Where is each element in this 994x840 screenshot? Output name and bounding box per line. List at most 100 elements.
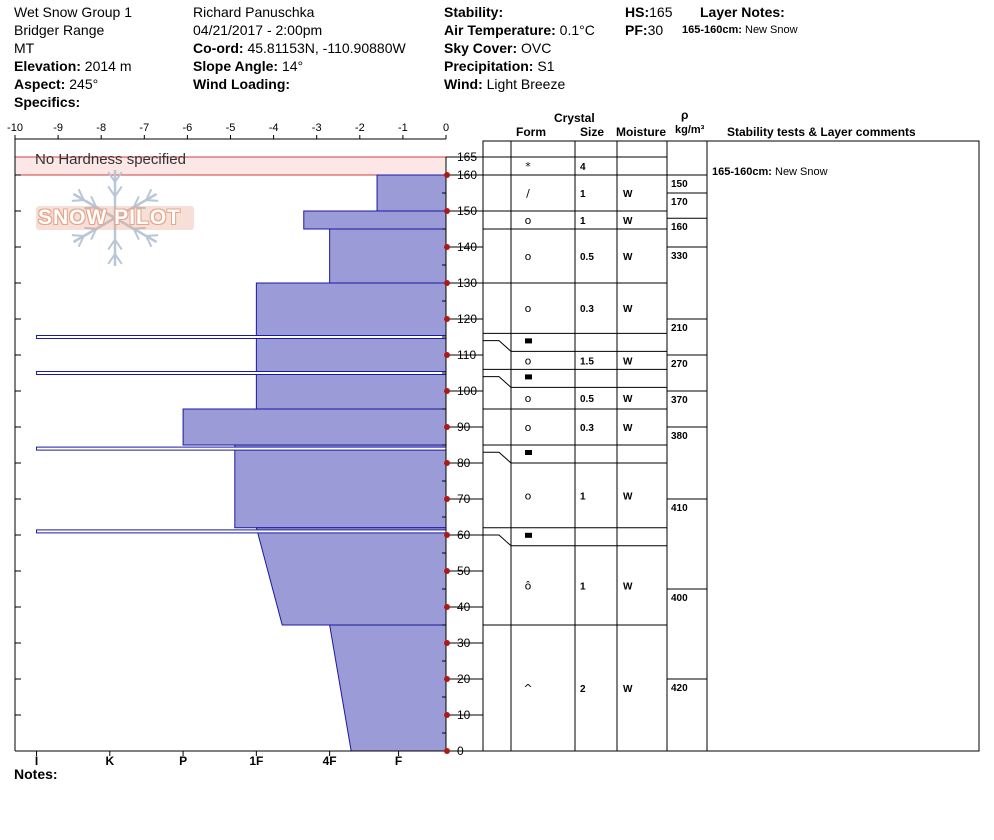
layer-size: 1 [580,216,586,227]
layer-comment: 165-160cm: New Snow [712,166,828,178]
layer-comment-text: New Snow [775,166,828,178]
hardness-tick-label: I [35,754,38,768]
thin-layer-3 [36,529,447,534]
aspect-value: 245° [69,76,99,92]
force-tick-label: -8 [96,122,106,134]
density-value: 400 [671,593,688,604]
hardness-layer-0 [376,174,447,212]
hardness-layer-4 [182,408,447,446]
hardness-tick-label: P [179,754,187,768]
coord-value: 45.81153N, -110.90880W [247,40,406,56]
sky-value: OVC [521,40,552,56]
layer-connector [483,534,512,547]
layer-size: 1 [580,491,586,502]
snowflake-branch [84,206,97,210]
depth-tick-label: 165 [457,150,477,164]
slope-angle: Slope Angle: 14° [193,58,303,74]
snowflake-branch [114,185,123,197]
layer-moisture: W [623,304,633,315]
snowflake-arm [72,216,116,244]
layer-form-symbol: o [525,214,532,227]
snowflake-branch [71,199,84,202]
depth-marker [444,604,450,610]
depth-tick-label: 60 [457,528,471,542]
hardness-layer-3 [255,282,447,410]
snowflake-arm [114,216,158,244]
force-tick-label: -1 [398,122,408,134]
thin-layer-line [36,371,447,375]
precip-value: S1 [537,58,555,74]
layer-moisture: W [623,581,633,592]
layer-connector [483,340,512,352]
depth-marker [444,532,450,538]
specifics-label: Specifics: [14,94,81,110]
layer-row: o 1 W [525,214,633,227]
snowflake-branch [146,199,159,202]
layer-moisture: W [623,216,633,227]
logo-banner [36,206,194,230]
snowflake-branch [107,253,116,265]
depth-tick-label: 70 [457,492,471,506]
depth-marker [444,388,450,394]
depth-tick-label: 100 [457,384,477,398]
air-temperature: Air Temperature: 0.1°C [444,22,595,38]
depth-marker [444,424,450,430]
elevation-label: Elevation: [14,58,81,74]
density-value: 150 [671,179,688,190]
elevation: Elevation: 2014 m [14,58,132,74]
layer-moisture: W [623,189,633,200]
force-tick-label: -2 [355,122,365,134]
force-tick-label: -6 [183,122,193,134]
depth-marker [444,316,450,322]
layer-form-symbol [525,450,532,455]
layer-size: 2 [580,684,586,695]
layer-form-symbol: o [525,392,532,405]
hs-value: 165 [649,4,673,20]
force-tick-label: -3 [312,122,322,134]
force-tick-label: -5 [226,122,236,134]
depth-marker [444,352,450,358]
thin-layer-1 [36,371,447,375]
layer-moisture: W [623,684,633,695]
depth-tick-label: 10 [457,708,471,722]
layer-form-symbol: ^ [523,682,532,695]
precipitation: Precipitation: S1 [444,58,554,74]
snowflake-branch [132,228,140,241]
wind-loading-label: Wind Loading: [193,76,291,92]
layer-comment-depth: 165-160cm: [712,166,772,178]
range-name: Bridger Range [14,22,105,38]
density-unit-header: kg/m³ [675,124,705,136]
layer-size: 0.5 [580,252,594,263]
layer-row [525,338,532,344]
layer-row: o 0.3 W [525,302,633,315]
layer-size: 0.3 [580,423,594,434]
snowflake-branch [107,171,116,183]
layer-moisture: W [623,252,633,263]
layer-table-frame [482,140,980,752]
layer-size: 1 [580,189,586,200]
snowflake-branch [133,206,146,210]
force-tick-label: -10 [7,122,23,134]
layer-form-symbol [525,532,532,538]
pf-label: PF: [625,22,648,38]
thin-layer-line [36,446,447,451]
hardness-layer-2 [329,228,447,284]
force-tick-label: -4 [269,122,279,134]
pf-value: 30 [647,22,664,38]
depth-tick-label: 150 [457,204,477,218]
stability-tests-header: Stability tests & Layer comments [727,125,916,139]
air-temp-label: Air Temperature: [444,22,556,38]
layer-row: * 4 [525,160,586,173]
layer-form-symbol: o [525,489,532,502]
snowflake-branch [107,239,116,251]
force-tick-label: -7 [139,122,149,134]
snowflake-branch [132,195,140,208]
slope-label: Slope Angle: [193,58,279,74]
depth-tick-label: 0 [457,744,464,758]
coordinates: Co-ord: 45.81153N, -110.90880W [193,40,406,56]
snowflake-branch [90,228,98,241]
depth-tick-label: 130 [457,276,477,290]
depth-tick-label: 80 [457,456,471,470]
wind-label: Wind: [444,76,483,92]
snowflake-branch [114,171,123,183]
